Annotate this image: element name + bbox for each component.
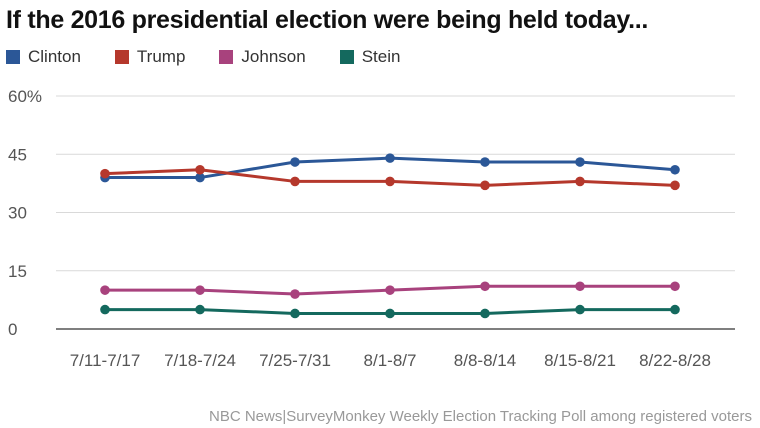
data-point-johnson [670, 281, 680, 292]
legend-swatch [219, 50, 234, 64]
data-point-trump [670, 180, 680, 191]
data-point-trump [290, 176, 300, 187]
data-point-johnson [480, 281, 490, 292]
legend-swatch [339, 50, 354, 64]
data-point-stein [100, 304, 110, 315]
y-tick-label: 60% [8, 87, 42, 106]
data-point-clinton [670, 164, 680, 175]
legend-item-trump: Trump [114, 47, 186, 67]
data-point-trump [100, 168, 110, 179]
legend-item-johnson: Johnson [219, 47, 306, 67]
data-point-clinton [385, 153, 395, 163]
legend-label: Trump [136, 47, 186, 66]
data-point-trump [575, 176, 585, 187]
x-tick-label: 8/15-8/21 [544, 351, 616, 370]
legend-label: Stein [361, 47, 401, 66]
data-point-trump [195, 164, 205, 175]
legend-swatch [114, 50, 129, 64]
source-note: NBC News|SurveyMonkey Weekly Election Tr… [208, 408, 752, 425]
data-point-johnson [290, 289, 300, 299]
x-tick-label: 7/11-7/17 [70, 351, 141, 370]
legend-label: Johnson [241, 47, 306, 66]
data-point-stein [480, 308, 490, 319]
x-tick-label: 8/8-8/14 [454, 351, 516, 370]
data-point-johnson [575, 281, 585, 292]
y-tick-label: 15 [8, 262, 27, 281]
data-point-stein [195, 304, 205, 315]
data-point-stein [385, 308, 395, 319]
x-tick-label: 8/1-8/7 [364, 351, 417, 370]
legend-label: Clinton [28, 47, 81, 66]
data-point-clinton [195, 172, 205, 183]
data-point-trump [480, 180, 490, 191]
x-tick-label: 7/25-7/31 [259, 351, 331, 370]
chart-title: If the 2016 presidential election were b… [6, 6, 649, 34]
data-point-stein [670, 304, 680, 315]
data-point-stein [575, 304, 585, 315]
data-point-clinton [575, 157, 585, 167]
data-point-clinton [290, 157, 300, 167]
y-tick-label: 45 [8, 145, 27, 164]
data-point-clinton [480, 157, 490, 167]
legend-item-stein: Stein [339, 47, 401, 67]
legend-item-clinton: Clinton [6, 47, 81, 67]
data-point-johnson [385, 285, 395, 295]
y-tick-label: 30 [8, 204, 27, 223]
x-tick-label: 7/18-7/24 [164, 351, 236, 370]
data-point-johnson [195, 285, 205, 295]
x-tick-label: 8/22-8/28 [639, 351, 711, 370]
data-point-trump [385, 176, 395, 187]
data-point-johnson [100, 285, 110, 295]
data-point-stein [290, 308, 300, 319]
y-tick-label: 0 [8, 320, 17, 339]
legend: Clinton Trump Johnson Stein [6, 47, 434, 67]
legend-swatch [6, 50, 20, 64]
